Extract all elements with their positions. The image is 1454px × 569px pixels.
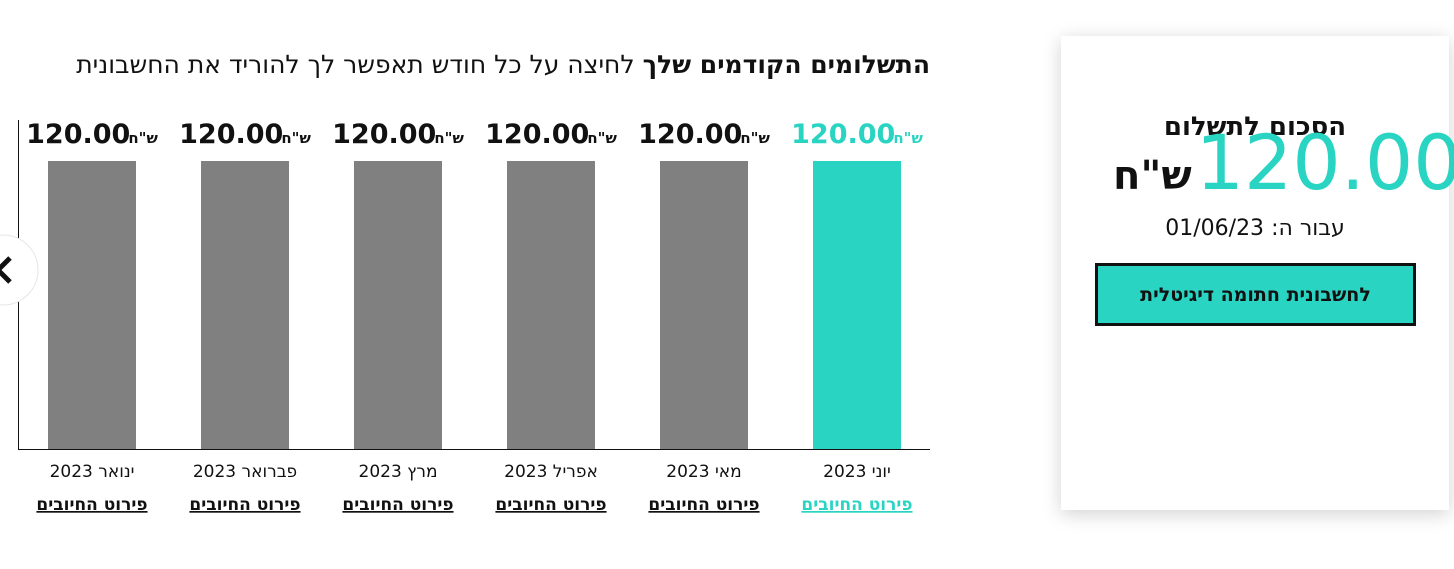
value-currency: ש"ח (587, 129, 617, 147)
bar[interactable] (660, 161, 748, 449)
value-currency: ש"ח (128, 129, 158, 147)
value-label: ש"ח120.00 (485, 119, 617, 150)
x-tick-label: פברואר 2023 (193, 462, 297, 482)
bar[interactable] (201, 161, 289, 449)
value-currency: ש"ח (281, 129, 311, 147)
title-bold: התשלומים הקודמים שלך (642, 50, 930, 79)
x-tick-label: מרץ 2023 (359, 462, 438, 482)
details-link[interactable]: פירוט החיובים (495, 495, 606, 515)
value-number: 120.00 (485, 119, 589, 150)
summary-title: הסכום לתשלום (1163, 112, 1347, 142)
value-label: ש"ח120.00 (179, 119, 311, 150)
value-currency: ש"ח (740, 129, 770, 147)
details-link[interactable]: פירוט החיובים (342, 495, 453, 515)
prev-circle[interactable] (0, 234, 39, 306)
x-tick-label: ינואר 2023 (50, 462, 135, 482)
summary-currency: ש"ח (1113, 153, 1192, 199)
carousel-prev[interactable] (0, 234, 39, 306)
bar[interactable] (48, 161, 136, 449)
value-label: ש"ח120.00 (332, 119, 464, 150)
bar[interactable] (354, 161, 442, 449)
value-number: 120.00 (791, 119, 895, 150)
x-tick-label: מאי 2023 (666, 462, 741, 482)
prev-chevron[interactable] (0, 256, 12, 284)
value-currency: ש"ח (434, 129, 464, 147)
for-label: עבור ה: (1271, 216, 1345, 241)
value-number: 120.00 (179, 119, 283, 150)
value-currency: ש"ח (893, 129, 923, 147)
x-tick-label: אפריל 2023 (504, 462, 598, 482)
value-label: ש"ח120.00 (791, 119, 923, 150)
value-number: 120.00 (332, 119, 436, 150)
x-tick-label: יוני 2023 (823, 462, 891, 482)
value-number: 120.00 (638, 119, 742, 150)
value-label: ש"ח120.00 (26, 119, 158, 150)
title-rest: לחיצה על כל חודש תאפשר לך להוריד את החשב… (76, 50, 635, 79)
details-link[interactable]: פירוט החיובים (189, 495, 300, 515)
chart-title: התשלומים הקודמים שלך לחיצה על כל חודש תא… (76, 50, 930, 79)
invoice-button[interactable]: לחשבונית חתומה דיגיטלית (1095, 263, 1416, 326)
summary-card: הסכום לתשלום ש"ח 120.00 עבור ה: 01/06/23… (1061, 36, 1454, 510)
date-row: עבור ה: 01/06/23 (1061, 216, 1449, 241)
date: 01/06/23 (1165, 216, 1265, 241)
summary-amount: 120.00 (1195, 118, 1454, 207)
bar[interactable] (813, 161, 901, 449)
value-number: 120.00 (26, 119, 130, 150)
value-label: ש"ח120.00 (638, 119, 770, 150)
amount-row: ש"ח 120.00 (1113, 118, 1454, 207)
bar[interactable] (507, 161, 595, 449)
details-link[interactable]: פירוט החיובים (648, 495, 759, 515)
details-link[interactable]: פירוט החיובים (36, 495, 147, 515)
details-link[interactable]: פירוט החיובים (801, 495, 912, 515)
